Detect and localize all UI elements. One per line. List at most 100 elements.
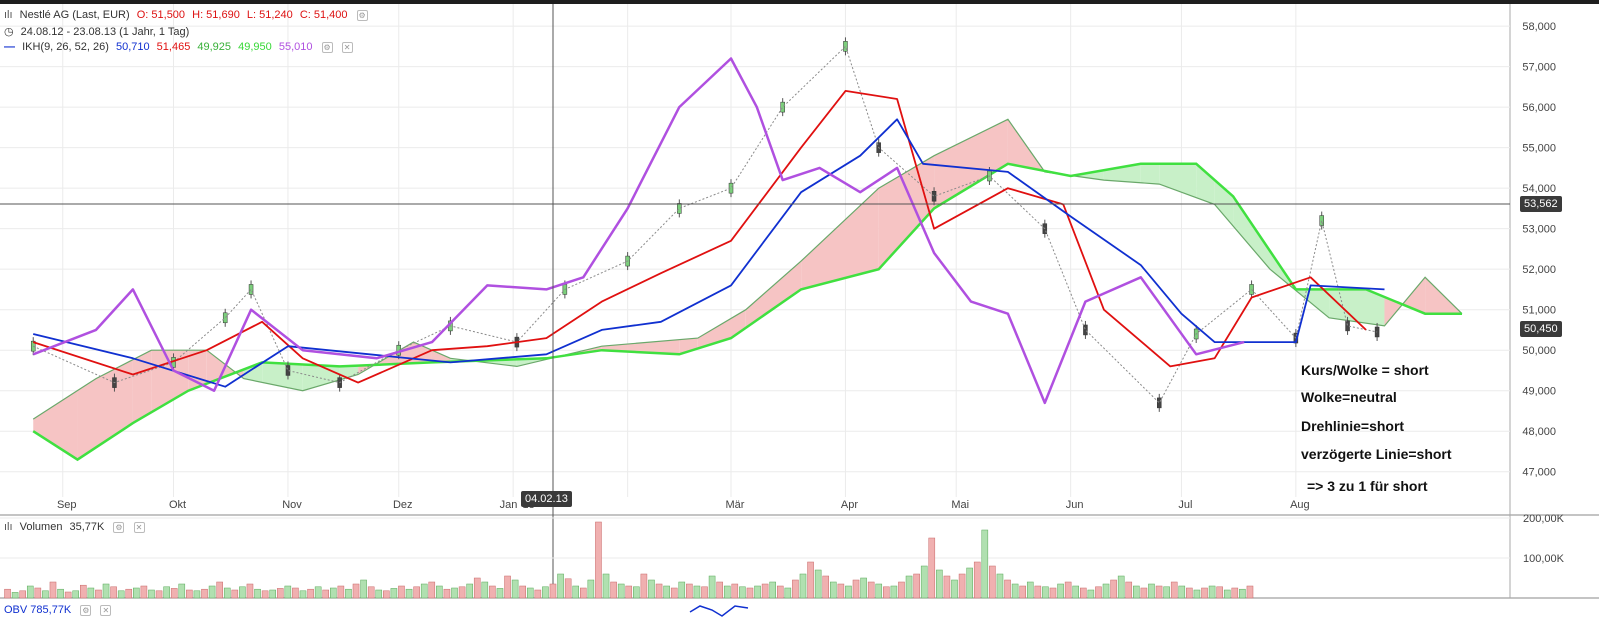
volume-bar	[625, 585, 633, 599]
obv-close-icon[interactable]: ✕	[100, 604, 112, 616]
y-tick-label: 50,000	[1522, 345, 1556, 357]
cloud-segment-bullish	[1214, 180, 1234, 226]
y-tick-label: 51,000	[1522, 305, 1556, 317]
cloud-segment-bearish	[431, 350, 451, 363]
indicator-name: IKH(9, 26, 52, 26)	[22, 41, 109, 53]
x-tick-label: Jul	[1178, 499, 1192, 511]
volume-bar	[458, 586, 466, 599]
volume-bar	[1125, 581, 1133, 599]
y-tick-label: 49,000	[1522, 386, 1556, 398]
volume-bar	[580, 587, 587, 599]
volume-bar	[693, 585, 701, 599]
legend-indicator-row: — IKH(9, 26, 52, 26) 50,710 51,465 49,92…	[4, 41, 357, 53]
y-tick-label: 57,000	[1522, 62, 1556, 74]
volume-bar	[451, 587, 458, 599]
y-tick-label: 55,000	[1522, 143, 1556, 155]
volume-bar	[936, 569, 943, 599]
tenkan-value: 51,465	[156, 41, 191, 53]
volume-bar	[534, 589, 542, 599]
volume-bar	[1034, 585, 1042, 599]
volume-close-icon[interactable]: ✕	[133, 521, 145, 533]
volume-bar	[223, 587, 231, 599]
volume-bar	[133, 587, 140, 599]
cloud-segment-bearish	[132, 350, 152, 424]
volume-bar	[26, 585, 34, 599]
volume-bar	[261, 590, 269, 599]
volume-bar	[1170, 581, 1178, 599]
volume-bar	[1178, 585, 1186, 599]
obv-line	[689, 605, 749, 617]
y-tick-label: 58,000	[1522, 21, 1556, 33]
volume-bar	[1155, 585, 1163, 599]
volume-bar	[686, 583, 693, 599]
volume-bar	[1193, 589, 1201, 599]
indicator-settings-icon[interactable]: ⚙	[321, 41, 333, 53]
cloud-segment-bearish	[745, 261, 802, 328]
obv-settings-icon[interactable]: ⚙	[80, 604, 92, 616]
volume-bar	[670, 587, 678, 599]
volume-bar	[640, 573, 648, 599]
volume-bar	[989, 565, 996, 599]
volume-bar	[292, 587, 299, 599]
volume-bar	[1011, 583, 1019, 599]
volume-bar	[299, 590, 307, 599]
ohlc-open: O: 51,500	[136, 9, 186, 21]
volume-bar	[216, 581, 223, 599]
volume-bar	[852, 579, 860, 599]
volume-bar	[163, 586, 170, 599]
volume-bar	[1110, 579, 1117, 599]
volume-bar	[110, 586, 117, 599]
cloud-segment-bullish	[1196, 163, 1215, 205]
y-tick-label: 48,000	[1522, 426, 1556, 438]
volume-bar	[284, 585, 292, 599]
volume-bar	[898, 581, 905, 599]
volume-bar	[830, 581, 837, 599]
volume-bar	[254, 588, 261, 599]
volume-bar	[610, 581, 617, 599]
instrument-title: Nestlé AG (Last, EUR)	[19, 9, 130, 21]
volume-bar	[549, 583, 557, 599]
legend-period-row: ◷ 24.08.12 - 23.08.13 (1 Jahr, 1 Tag)	[4, 25, 193, 38]
volume-bar	[504, 575, 511, 599]
volume-tick-label: 200,00K	[1523, 513, 1565, 525]
cloud-segment-bullish	[262, 362, 303, 391]
candle-body	[1083, 324, 1088, 336]
annotation-verzoegerte-linie: verzögerte Linie=short	[1301, 446, 1452, 462]
volume-bar	[246, 583, 254, 599]
volume-bar	[542, 586, 549, 599]
volume-bar	[117, 590, 125, 599]
kijun-value: 50,710	[115, 41, 150, 53]
volume-bar	[72, 590, 80, 599]
volume-bar	[330, 587, 337, 599]
volume-bar	[95, 589, 102, 599]
volume-bar	[19, 590, 26, 599]
span-b-value: 49,950	[238, 41, 272, 53]
settings-icon[interactable]: ⚙	[356, 9, 368, 21]
legend-title-row: ılı Nestlé AG (Last, EUR) O: 51,500 H: 5…	[4, 9, 372, 21]
volume-settings-icon[interactable]: ⚙	[113, 521, 125, 533]
volume-bar	[1049, 587, 1057, 599]
volume-bar	[193, 590, 201, 599]
window-top-bar	[0, 0, 1599, 4]
x-tick-label: Mär	[726, 499, 745, 511]
volume-bar	[875, 583, 883, 599]
obv-label: OBV 785,77K	[4, 604, 72, 616]
volume-bar	[443, 588, 451, 599]
candle-body	[248, 284, 254, 295]
volume-bar	[337, 585, 345, 599]
indicator-close-icon[interactable]: ✕	[341, 41, 353, 53]
volume-bar	[489, 585, 496, 599]
candle-body	[1345, 320, 1350, 332]
volume-bar	[11, 592, 19, 599]
indicator-color-dash: —	[4, 41, 15, 53]
volume-bar	[814, 569, 822, 599]
ohlc-low: L: 51,240	[246, 9, 293, 21]
x-tick-label: Dez	[393, 499, 413, 511]
volume-bar	[481, 581, 489, 599]
ohlc-high: H: 51,690	[192, 9, 240, 21]
volume-bar	[1148, 583, 1155, 599]
candle-body	[1157, 397, 1162, 409]
y-tick-label: 47,000	[1522, 467, 1556, 479]
x-tick-label: Aug	[1290, 499, 1310, 511]
